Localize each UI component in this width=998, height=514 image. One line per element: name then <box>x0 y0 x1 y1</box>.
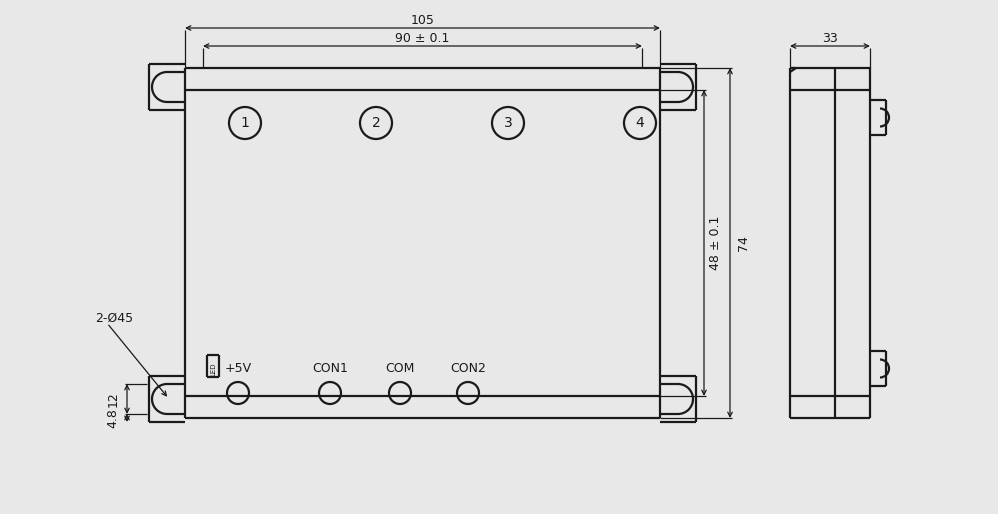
Text: CON1: CON1 <box>312 361 348 375</box>
Text: 4.8: 4.8 <box>107 408 120 428</box>
Text: 12: 12 <box>107 391 120 407</box>
Text: COM: COM <box>385 361 415 375</box>
Text: 74: 74 <box>738 235 750 251</box>
Text: 4: 4 <box>636 116 645 130</box>
Text: CON2: CON2 <box>450 361 486 375</box>
Text: 105: 105 <box>410 14 434 28</box>
Text: LED: LED <box>210 362 216 376</box>
Text: 2: 2 <box>371 116 380 130</box>
Text: +5V: +5V <box>225 361 251 375</box>
Text: 90 ± 0.1: 90 ± 0.1 <box>395 32 450 46</box>
Text: 3: 3 <box>504 116 512 130</box>
Text: 33: 33 <box>822 32 838 46</box>
Text: 2-Ø45: 2-Ø45 <box>95 311 133 324</box>
Text: 48 ± 0.1: 48 ± 0.1 <box>710 216 723 270</box>
Text: 1: 1 <box>241 116 250 130</box>
